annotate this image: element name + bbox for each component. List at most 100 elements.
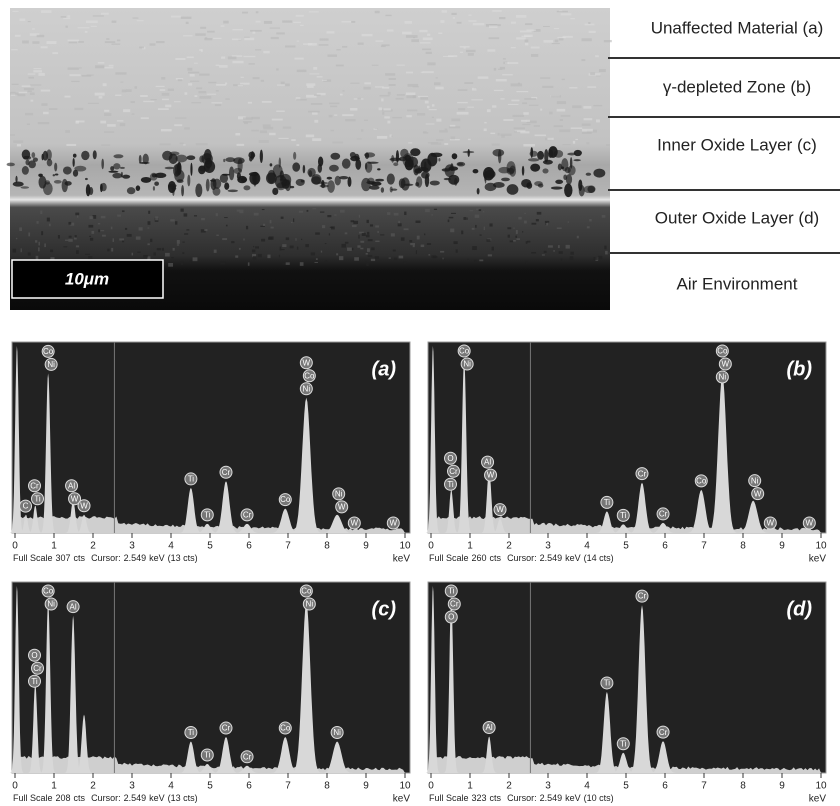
texture — [475, 225, 476, 228]
element-label: Cr — [638, 469, 647, 478]
footer-part: Cursor: — [91, 793, 121, 803]
x-tick-label: 1 — [51, 781, 57, 792]
layer-label: γ-depleted Zone (b) — [663, 77, 811, 96]
texture — [320, 38, 329, 40]
element-label: Cr — [243, 510, 252, 519]
axis-unit: keV — [393, 554, 411, 565]
texture — [334, 214, 336, 215]
texture — [44, 243, 46, 247]
texture — [285, 84, 290, 87]
texture — [468, 15, 471, 16]
x-tick-label: 8 — [324, 541, 330, 552]
texture — [216, 84, 226, 86]
texture — [425, 209, 430, 212]
texture — [28, 21, 31, 22]
texture — [291, 139, 295, 141]
texture — [467, 107, 474, 108]
texture — [186, 229, 189, 230]
texture — [542, 86, 553, 88]
element-label: O — [448, 613, 454, 622]
texture — [394, 258, 397, 260]
oxide-particle — [7, 163, 15, 167]
texture — [406, 72, 413, 74]
texture — [436, 119, 441, 122]
oxide-particle — [528, 158, 539, 161]
texture — [433, 256, 437, 258]
texture — [38, 247, 40, 251]
element-label: Co — [43, 347, 54, 356]
texture — [423, 132, 428, 134]
texture — [199, 96, 211, 99]
layer-label: Air Environment — [677, 274, 798, 293]
texture — [557, 109, 566, 112]
texture — [156, 41, 164, 43]
texture — [309, 11, 319, 12]
texture — [270, 28, 280, 29]
oxide-particle — [222, 174, 230, 176]
oxide-particle — [177, 162, 182, 175]
texture — [351, 21, 355, 23]
spectrum-panel: (c)OCrTiCoNiAlTiTiCrCrCoCoNiNi0123456789… — [10, 582, 411, 805]
scale-bar-label: 10μm — [65, 269, 109, 288]
texture — [198, 91, 206, 93]
texture — [286, 237, 289, 240]
texture — [182, 252, 184, 254]
texture — [360, 248, 363, 250]
texture — [602, 215, 606, 218]
oxide-particle — [136, 185, 141, 191]
texture — [449, 217, 454, 219]
oxide-particle — [452, 153, 458, 159]
texture — [340, 210, 345, 213]
texture — [183, 35, 192, 36]
element-label: W — [722, 360, 730, 369]
texture — [587, 86, 596, 88]
texture — [253, 77, 260, 79]
element-label: Ti — [204, 510, 211, 519]
element-label: C — [23, 502, 29, 511]
texture — [398, 223, 402, 226]
oxide-particle — [364, 152, 375, 157]
texture — [89, 216, 93, 219]
footer: Full Scale307ctsCursor:2.549keV(13 cts) — [13, 553, 198, 563]
element-label: Cr — [243, 752, 252, 761]
element-label: Co — [280, 724, 291, 733]
texture — [558, 245, 560, 248]
oxide-particle — [303, 165, 306, 173]
texture — [32, 41, 39, 43]
texture — [261, 239, 265, 242]
texture — [480, 234, 482, 235]
x-tick-label: 2 — [506, 541, 512, 552]
texture — [450, 229, 454, 233]
oxide-particle — [150, 173, 158, 181]
texture — [368, 255, 373, 257]
texture — [413, 86, 419, 87]
texture — [315, 262, 318, 263]
layer-label: Inner Oxide Layer (c) — [657, 135, 817, 154]
texture — [216, 90, 219, 91]
texture — [267, 255, 270, 259]
texture — [387, 212, 390, 215]
texture — [162, 93, 170, 96]
texture — [137, 20, 144, 21]
texture — [165, 253, 170, 257]
texture — [392, 117, 402, 118]
texture — [280, 247, 282, 251]
oxide-particle — [93, 150, 97, 159]
oxide-particle — [22, 166, 29, 175]
texture — [464, 82, 473, 84]
texture — [549, 112, 552, 115]
texture — [488, 254, 492, 256]
footer-part: keV — [565, 793, 581, 803]
oxide-particle — [563, 175, 567, 181]
texture — [331, 130, 334, 131]
texture — [523, 144, 535, 147]
texture — [195, 33, 205, 35]
texture — [104, 113, 111, 116]
texture — [460, 52, 463, 53]
texture — [419, 30, 427, 32]
texture — [388, 92, 391, 95]
texture — [434, 82, 440, 85]
oxide-particle — [223, 159, 225, 162]
texture — [131, 101, 135, 103]
axis-unit: keV — [393, 794, 411, 805]
